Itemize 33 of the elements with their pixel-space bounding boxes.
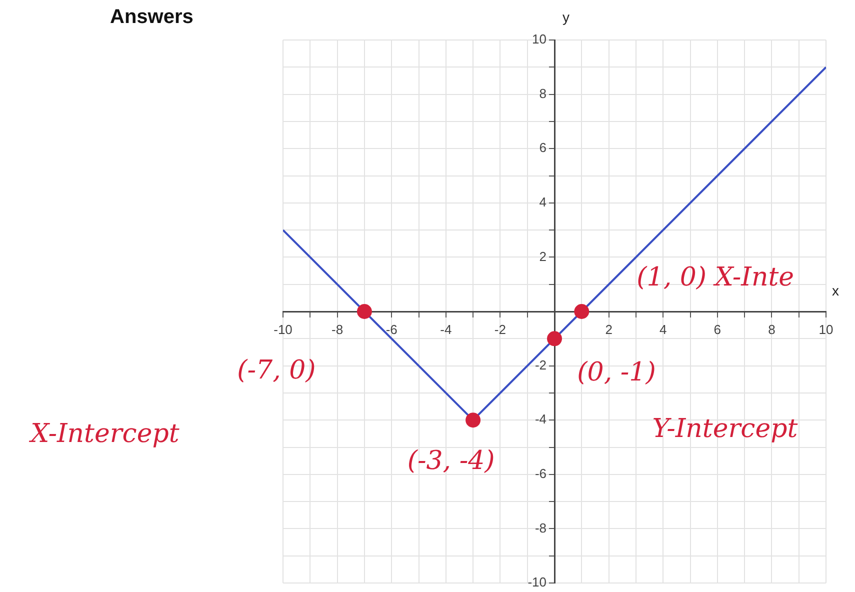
point — [547, 331, 562, 346]
annotation: Y-Intercept — [652, 414, 798, 444]
x-tick-label: 10 — [818, 322, 834, 337]
y-tick-label: -6 — [534, 466, 546, 481]
chart-title: Answers — [110, 6, 194, 29]
annotation: (0, -1) — [577, 357, 656, 388]
x-tick-label: -2 — [494, 322, 506, 337]
x-tick-label: -10 — [274, 322, 292, 337]
x-tick-label: -4 — [440, 322, 452, 337]
y-tick-label: -8 — [534, 520, 546, 536]
x-tick-label: 2 — [605, 322, 612, 337]
text: X-Intercept — [28, 418, 180, 449]
annotation: (-7, 0) — [237, 355, 316, 386]
x-tick-label: -6 — [386, 322, 398, 337]
y-tick-label: -10 — [528, 574, 546, 590]
y-tick-label: -4 — [534, 412, 546, 427]
annotation: (1, 0) X-Inte — [636, 262, 794, 292]
point — [466, 412, 481, 428]
y-tick-label: 10 — [532, 32, 546, 47]
x-tick-label: 4 — [659, 322, 667, 337]
x-tick-label: 8 — [768, 322, 776, 337]
x-tick-label: 6 — [714, 322, 722, 337]
point — [574, 304, 590, 319]
annotation: (-3, -4) — [407, 446, 495, 476]
y-tick-label: 6 — [539, 140, 546, 156]
y-tick-label: 4 — [539, 194, 546, 210]
x-tick-label: -8 — [332, 322, 344, 337]
x-axis-title: x — [832, 282, 839, 298]
y-tick-label: 8 — [539, 86, 546, 101]
y-tick-label: 2 — [539, 248, 546, 264]
y-tick-label: -2 — [534, 357, 546, 372]
y-axis-title: y — [562, 8, 570, 25]
point — [356, 304, 372, 319]
